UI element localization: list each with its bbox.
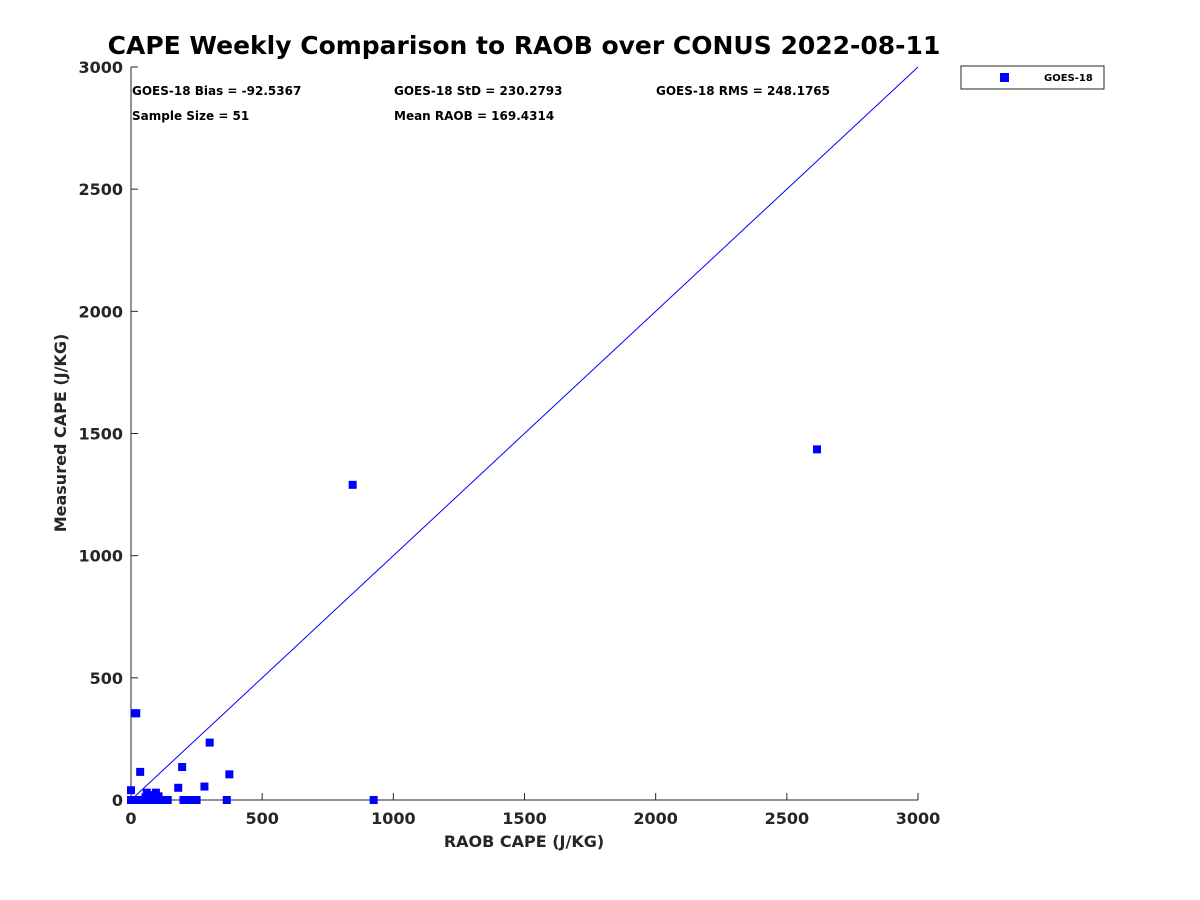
- x-tick-label: 1000: [371, 809, 416, 828]
- x-tick-label: 1500: [502, 809, 547, 828]
- plot-area: 0 500 1000 1500 2000 2500 3000 0 500 1000 1500 2000…: [78, 58, 940, 828]
- x-tick-label: 3000: [896, 809, 941, 828]
- y-tick-label: 3000: [78, 58, 123, 77]
- legend-label-goes-18: GOES-18: [1044, 73, 1093, 84]
- y-axis-label: Measured CAPE (J/KG): [51, 334, 70, 533]
- data-point: [200, 782, 209, 791]
- chart-title: CAPE Weekly Comparison to RAOB over CONU…: [108, 31, 941, 60]
- y-tick-label: 2000: [78, 302, 123, 321]
- legend: GOES-18: [960, 65, 1105, 90]
- y-tick-label: 500: [90, 669, 123, 688]
- y-tick-label: 2500: [78, 180, 123, 199]
- data-point: [369, 796, 378, 804]
- data-point: [178, 763, 187, 772]
- data-point: [222, 796, 231, 804]
- stat-std: GOES-18 StD = 230.2793: [394, 84, 563, 98]
- stat-rms: GOES-18 RMS = 248.1765: [656, 84, 830, 98]
- x-tick-label: 500: [245, 809, 278, 828]
- stat-bias: GOES-18 Bias = -92.5367: [132, 84, 301, 98]
- y-tick-label: 1500: [78, 425, 123, 444]
- y-tick-label: 0: [112, 791, 123, 810]
- x-axis-label: RAOB CAPE (J/KG): [444, 832, 604, 851]
- legend-box: [960, 65, 1105, 90]
- data-point: [136, 767, 145, 776]
- data-point: [127, 786, 135, 795]
- stat-mean-raob: Mean RAOB = 169.4314: [394, 109, 554, 123]
- data-point: [163, 796, 172, 804]
- y-tick-label: 1000: [78, 547, 123, 566]
- stat-sample-size: Sample Size = 51: [132, 109, 249, 123]
- data-point: [348, 480, 357, 489]
- data-point: [132, 709, 141, 718]
- one-to-one-line: [130, 66, 919, 801]
- legend-marker-goes-18: [1000, 73, 1009, 82]
- x-tick-label: 2000: [633, 809, 678, 828]
- x-tick-label: 0: [125, 809, 136, 828]
- data-point: [174, 783, 183, 792]
- data-point: [205, 738, 214, 747]
- x-tick-label: 2500: [765, 809, 810, 828]
- data-point: [813, 445, 822, 454]
- data-point: [225, 770, 234, 779]
- data-point: [192, 796, 201, 804]
